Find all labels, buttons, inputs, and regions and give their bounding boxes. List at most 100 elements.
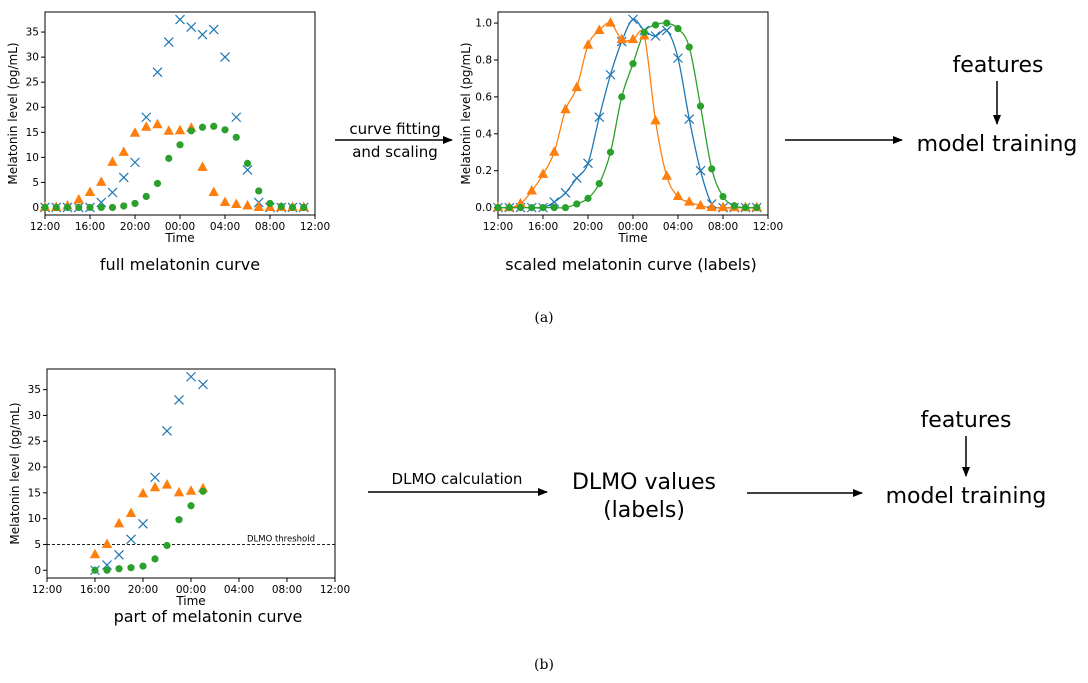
x-tick-label: 20:00: [128, 584, 158, 596]
data-point-circle-marker: [41, 203, 49, 212]
data-point-triangle-marker: [594, 24, 605, 34]
data-point-circle-marker: [199, 487, 207, 495]
features-label-a: features: [953, 53, 1044, 78]
dlmo-values-line1: DLMO values: [572, 470, 716, 495]
data-point-triangle-marker: [605, 17, 616, 27]
data-point-x-marker: [684, 114, 695, 124]
y-tick-label: 25: [28, 436, 41, 448]
x-tick-label: 04:00: [224, 584, 254, 596]
data-point-triangle-marker: [231, 198, 242, 208]
model-training-label-a: model training: [917, 132, 1078, 157]
x-tick-label: 16:00: [528, 221, 558, 233]
data-point-x-marker: [174, 395, 184, 405]
data-point-x-marker: [650, 31, 661, 41]
y-tick-label: 30: [28, 410, 41, 422]
x-tick-label: 12:00: [30, 221, 60, 233]
data-point-triangle-marker: [129, 127, 141, 137]
y-tick-label: 0.4: [475, 128, 492, 140]
x-axis-label: Time: [164, 231, 194, 245]
data-point-circle-marker: [151, 555, 159, 563]
data-point-triangle-marker: [219, 196, 231, 206]
data-point-circle-marker: [165, 154, 173, 162]
data-point-triangle-marker: [526, 185, 537, 195]
y-tick-label: 10: [28, 513, 41, 525]
data-point-x-marker: [208, 24, 219, 35]
panel-b: 0 5 10 15 20 25 30 35 12:00 16:00 20:00 00:00 04:00 0…: [8, 368, 1047, 673]
y-tick-label: 10: [26, 152, 39, 164]
y-tick-label: 0.2: [475, 165, 492, 177]
x-tick-label: 04:00: [210, 221, 240, 233]
data-point-triangle-marker: [89, 548, 101, 559]
x-axis-label: Time: [617, 231, 647, 245]
data-point-x-marker: [695, 165, 706, 176]
data-point-x-marker: [162, 426, 172, 436]
data-point-x-marker: [549, 197, 560, 208]
data-point-circle-marker: [595, 180, 603, 188]
data-point-circle-marker: [708, 165, 716, 173]
data-point-circle-marker: [210, 122, 218, 130]
data-point-x-marker: [186, 22, 197, 32]
partial-melatonin-chart: 0 5 10 15 20 25 30 35 12:00 16:00 20:00 00:00 04:00 0…: [8, 368, 350, 608]
data-point-circle-marker: [629, 60, 637, 68]
arrow1-label-line1: curve fitting: [349, 120, 440, 138]
data-point-circle-marker: [52, 203, 60, 212]
dlmo-values-line2: (labels): [603, 498, 685, 523]
x-tick-label: 12:00: [320, 584, 350, 596]
data-point-circle-marker: [288, 203, 297, 212]
data-point-circle-marker: [674, 25, 682, 33]
data-point-circle-marker: [606, 148, 615, 156]
data-point-triangle-marker: [113, 517, 125, 528]
x-tick-label: 04:00: [663, 221, 693, 233]
fitted-curve-circle: [497, 22, 757, 209]
data-point-x-marker: [220, 52, 230, 63]
data-point-circle-marker: [131, 199, 139, 208]
data-point-triangle-marker: [96, 176, 107, 186]
data-point-circle-marker: [539, 204, 547, 212]
data-point-circle-marker: [550, 204, 558, 212]
chart1-caption: full melatonin curve: [100, 255, 260, 274]
x-tick-label: 16:00: [75, 221, 105, 233]
data-point-triangle-marker: [627, 33, 639, 44]
x-tick-label: 08:00: [255, 221, 285, 233]
data-point-circle-marker: [528, 204, 536, 212]
fitted-curve-triangle: [497, 22, 757, 209]
data-point-x-marker: [673, 53, 683, 64]
y-tick-label: 0: [32, 202, 39, 214]
data-point-circle-marker: [561, 204, 570, 212]
data-point-triangle-marker: [695, 199, 706, 210]
plot-frame: [44, 11, 316, 216]
data-point-circle-marker: [142, 192, 150, 201]
data-point-x-marker: [231, 112, 242, 123]
data-point-x-marker: [107, 187, 118, 198]
y-tick-label: 25: [26, 77, 39, 89]
data-point-circle-marker: [198, 123, 207, 131]
full-melatonin-chart: 0 5 10 15 20 25 30 35 12:00 16:00 20:00 00:00 04:00 0…: [6, 11, 330, 245]
data-point-triangle-marker: [141, 121, 152, 131]
data-point-x-marker: [114, 549, 124, 560]
x-tick-label: 12:00: [753, 221, 783, 233]
data-point-circle-marker: [127, 564, 135, 572]
y-tick-label: 15: [26, 127, 39, 139]
model-training-label-b: model training: [886, 484, 1047, 509]
data-point-circle-marker: [494, 204, 502, 212]
x-tick-label: 12:00: [483, 221, 513, 233]
data-point-circle-marker: [753, 204, 761, 212]
data-point-x-marker: [163, 37, 174, 47]
data-point-circle-marker: [300, 203, 308, 212]
data-point-x-marker: [605, 69, 616, 80]
y-tick-label: 0: [34, 565, 41, 577]
data-point-x-marker: [571, 173, 582, 184]
data-point-triangle-marker: [549, 146, 560, 156]
arrow1-label-line2: and scaling: [352, 143, 438, 161]
data-point-triangle-marker: [560, 103, 571, 114]
data-point-circle-marker: [115, 565, 123, 573]
y-tick-label: 35: [28, 384, 41, 396]
data-point-circle-marker: [75, 203, 83, 212]
data-point-circle-marker: [108, 203, 117, 212]
x-tick-label: 00:00: [618, 221, 648, 233]
data-point-circle-marker: [696, 102, 705, 110]
data-point-triangle-marker: [107, 156, 118, 166]
data-point-triangle-marker: [173, 486, 185, 497]
data-point-circle-marker: [232, 133, 240, 141]
y-tick-label: 5: [34, 539, 41, 551]
